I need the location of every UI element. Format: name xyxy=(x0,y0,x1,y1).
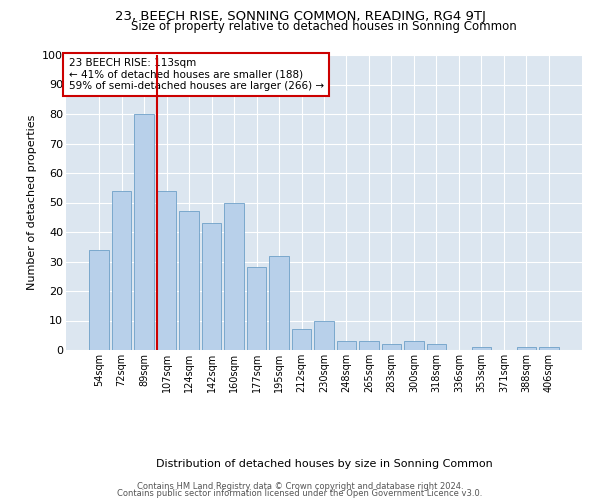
Bar xyxy=(427,344,446,350)
Bar xyxy=(112,190,131,350)
Bar xyxy=(382,344,401,350)
Text: Contains HM Land Registry data © Crown copyright and database right 2024.: Contains HM Land Registry data © Crown c… xyxy=(137,482,463,491)
Bar xyxy=(224,202,244,350)
Bar xyxy=(404,341,424,350)
Bar xyxy=(359,341,379,350)
Bar xyxy=(472,347,491,350)
Bar xyxy=(157,190,176,350)
Bar xyxy=(89,250,109,350)
X-axis label: Distribution of detached houses by size in Sonning Common: Distribution of detached houses by size … xyxy=(155,459,493,469)
Bar xyxy=(134,114,154,350)
Bar xyxy=(179,212,199,350)
Text: 23, BEECH RISE, SONNING COMMON, READING, RG4 9TJ: 23, BEECH RISE, SONNING COMMON, READING,… xyxy=(115,10,485,23)
Bar xyxy=(292,330,311,350)
Bar xyxy=(247,268,266,350)
Text: Contains public sector information licensed under the Open Government Licence v3: Contains public sector information licen… xyxy=(118,488,482,498)
Bar xyxy=(337,341,356,350)
Y-axis label: Number of detached properties: Number of detached properties xyxy=(26,115,37,290)
Bar xyxy=(202,223,221,350)
Bar xyxy=(517,347,536,350)
Bar xyxy=(314,320,334,350)
Bar xyxy=(539,347,559,350)
Text: 23 BEECH RISE: 113sqm
← 41% of detached houses are smaller (188)
59% of semi-det: 23 BEECH RISE: 113sqm ← 41% of detached … xyxy=(68,58,324,91)
Bar xyxy=(269,256,289,350)
Title: Size of property relative to detached houses in Sonning Common: Size of property relative to detached ho… xyxy=(131,20,517,33)
